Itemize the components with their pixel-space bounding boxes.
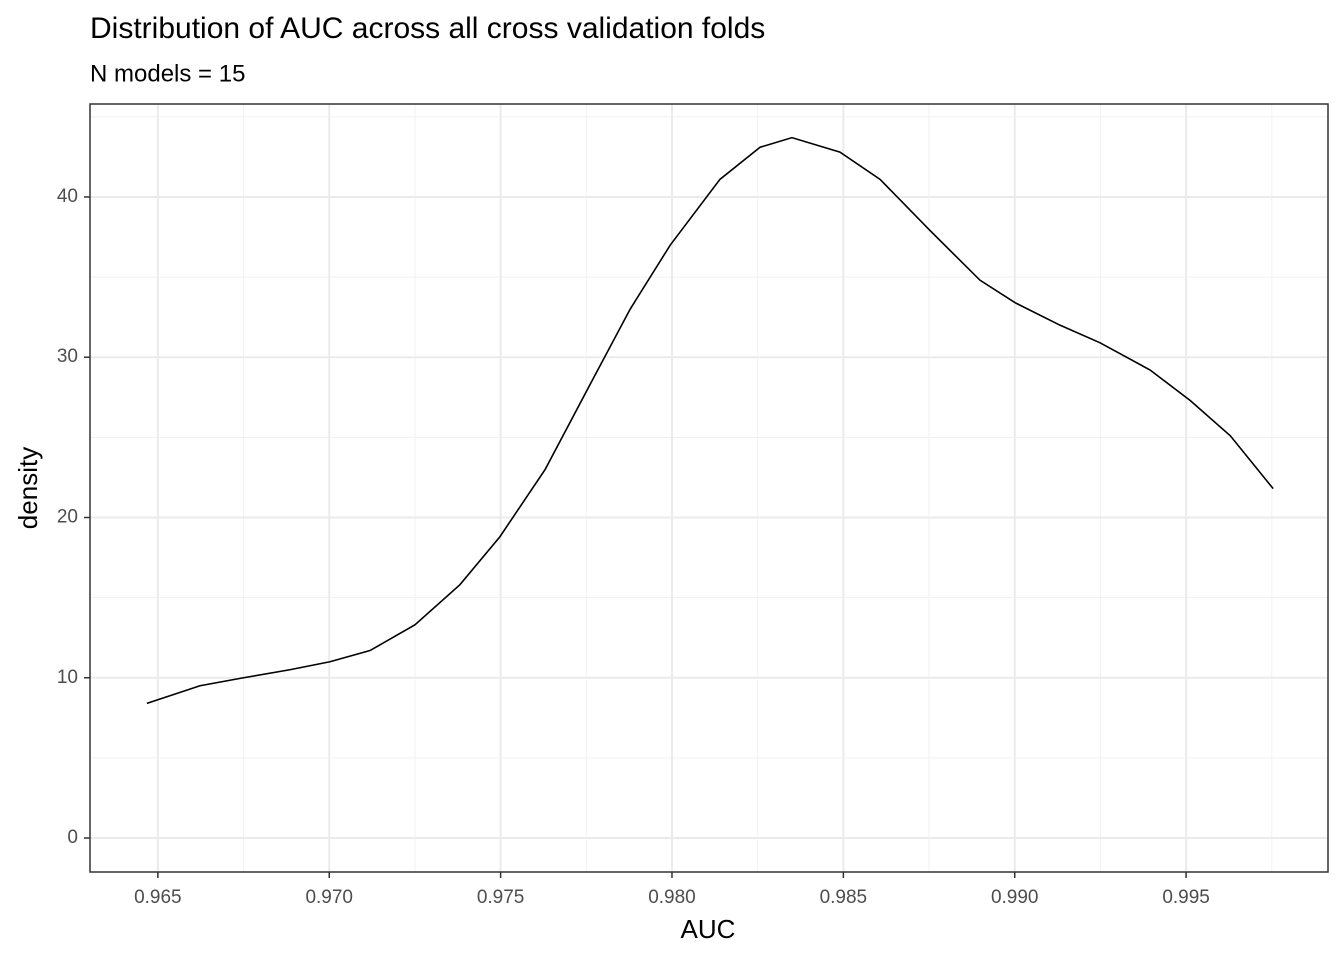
chart-subtitle: N models = 15 — [90, 60, 245, 87]
x-axis-label: AUC — [681, 914, 736, 944]
x-tick-label: 0.985 — [820, 887, 868, 908]
density-line — [146, 136, 1274, 705]
y-tick-label: 20 — [57, 507, 78, 528]
x-tick-label: 0.970 — [305, 887, 353, 908]
panel-border — [89, 103, 1329, 873]
y-tick-label: 0 — [67, 827, 78, 848]
y-axis-label: density — [13, 447, 43, 529]
x-tick-label: 0.975 — [477, 887, 525, 908]
y-tick-label: 40 — [57, 186, 78, 207]
x-tick-label: 0.995 — [1162, 887, 1210, 908]
y-tick-label: 30 — [57, 346, 78, 367]
x-tick-label: 0.990 — [991, 887, 1039, 908]
chart-title: Distribution of AUC across all cross val… — [90, 12, 765, 45]
x-tick-label: 0.980 — [648, 887, 696, 908]
x-tick-label: 0.965 — [134, 887, 182, 908]
y-tick-label: 10 — [57, 667, 78, 688]
